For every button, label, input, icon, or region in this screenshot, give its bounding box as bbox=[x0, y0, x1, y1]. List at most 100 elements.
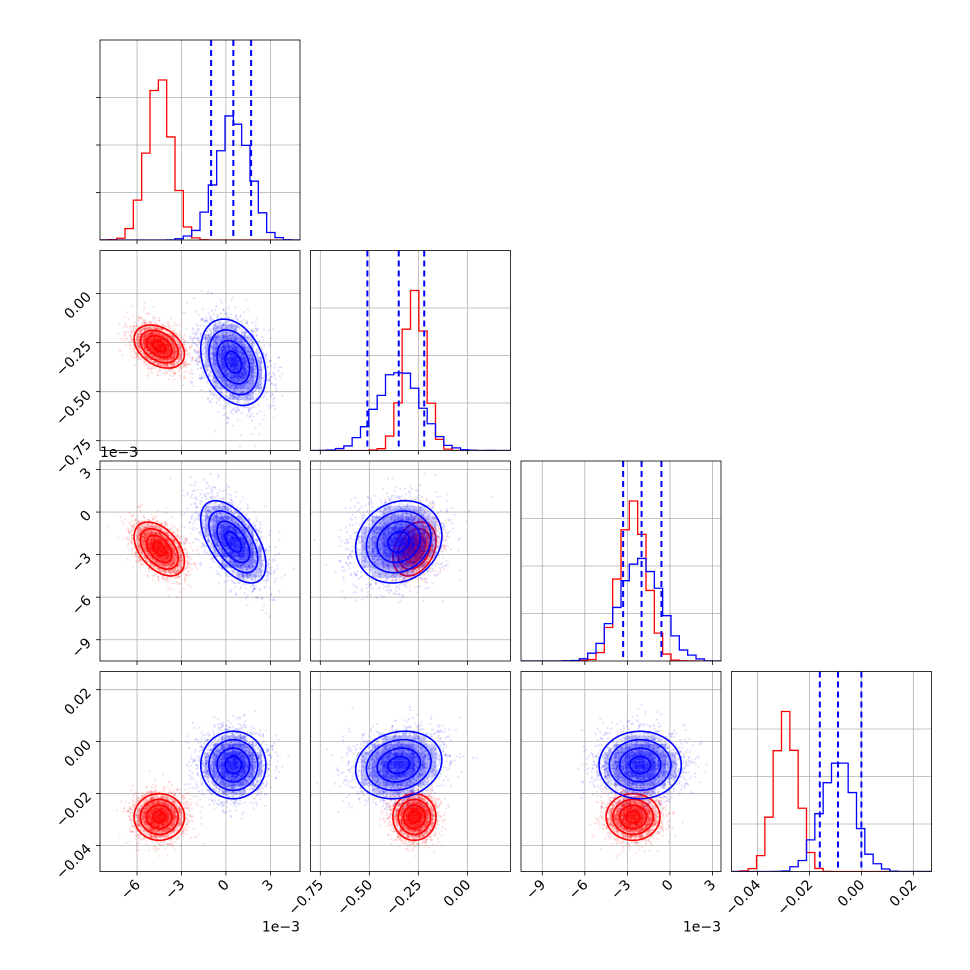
sample-point bbox=[246, 336, 249, 339]
sample-point bbox=[167, 365, 170, 368]
sample-point bbox=[172, 351, 175, 354]
sample-point bbox=[197, 328, 201, 331]
sample-point bbox=[130, 324, 133, 327]
sample-point bbox=[207, 372, 211, 375]
sample-point bbox=[232, 412, 235, 416]
sample-point bbox=[151, 361, 154, 364]
sample-point bbox=[174, 350, 177, 353]
sample-point bbox=[201, 319, 204, 322]
sample-point bbox=[159, 334, 163, 337]
sample-point bbox=[117, 332, 120, 335]
sample-point bbox=[170, 362, 173, 365]
sample-point bbox=[162, 335, 165, 338]
sample-point bbox=[250, 374, 253, 377]
sample-point bbox=[144, 322, 147, 325]
sample-point bbox=[145, 322, 148, 325]
sample-point bbox=[219, 299, 222, 302]
sample-point bbox=[166, 359, 169, 362]
sample-point bbox=[236, 384, 239, 387]
sample-point bbox=[205, 316, 208, 319]
sample-point bbox=[244, 381, 247, 384]
sample-point bbox=[146, 325, 149, 328]
sample-point bbox=[230, 322, 233, 325]
sample-point bbox=[145, 347, 148, 350]
sample-point bbox=[270, 404, 273, 407]
sample-point bbox=[141, 329, 144, 332]
sample-point bbox=[196, 356, 199, 359]
sample-point bbox=[143, 335, 146, 338]
sample-point bbox=[202, 317, 205, 321]
sample-point bbox=[213, 329, 216, 332]
sample-point bbox=[252, 358, 255, 361]
sample-point bbox=[235, 410, 238, 413]
sample-point bbox=[245, 364, 248, 367]
sample-point bbox=[146, 349, 149, 352]
sample-point bbox=[147, 339, 151, 342]
sample-point bbox=[239, 341, 243, 344]
sample-point bbox=[228, 383, 231, 386]
sample-point bbox=[151, 331, 154, 334]
sample-point bbox=[150, 331, 154, 334]
sample-point bbox=[174, 332, 177, 335]
sample-point bbox=[157, 319, 161, 322]
sample-point bbox=[131, 340, 134, 343]
sample-point bbox=[150, 333, 153, 336]
sample-point bbox=[156, 362, 159, 365]
sample-point bbox=[143, 328, 146, 331]
sample-point bbox=[157, 358, 161, 361]
sample-point bbox=[135, 352, 138, 356]
density-cell bbox=[137, 343, 144, 350]
sample-point bbox=[177, 329, 181, 332]
sample-point bbox=[174, 348, 177, 351]
sample-point bbox=[164, 335, 167, 338]
sample-point bbox=[233, 386, 237, 390]
sample-point bbox=[161, 328, 165, 331]
sample-point bbox=[258, 365, 262, 369]
sample-point bbox=[210, 375, 214, 378]
sample-point bbox=[206, 396, 210, 400]
sample-point bbox=[143, 326, 146, 329]
sample-point bbox=[149, 333, 152, 336]
density-cell bbox=[162, 338, 169, 344]
sample-point bbox=[233, 379, 237, 382]
sample-point bbox=[211, 351, 214, 354]
sample-point bbox=[148, 352, 151, 356]
sample-point bbox=[131, 350, 134, 353]
sample-point bbox=[194, 310, 197, 313]
sample-point bbox=[143, 328, 147, 331]
sample-point bbox=[249, 351, 252, 354]
sample-point bbox=[170, 356, 173, 359]
sample-point bbox=[272, 398, 275, 401]
sample-point bbox=[188, 337, 192, 340]
sample-point bbox=[172, 351, 176, 354]
sample-point bbox=[217, 321, 220, 324]
sample-point bbox=[136, 335, 139, 339]
sample-point bbox=[164, 357, 167, 360]
sample-point bbox=[253, 405, 256, 408]
sample-point bbox=[226, 316, 229, 319]
sample-point bbox=[153, 360, 156, 364]
sample-point bbox=[197, 377, 201, 380]
sample-point bbox=[235, 410, 238, 414]
sample-point bbox=[143, 344, 147, 347]
sample-point bbox=[179, 365, 182, 369]
sample-point bbox=[237, 395, 241, 398]
sample-point bbox=[226, 385, 229, 388]
sample-point bbox=[216, 341, 219, 345]
sample-point bbox=[177, 370, 180, 373]
sample-point bbox=[145, 349, 148, 352]
sample-point bbox=[179, 366, 182, 369]
sample-point bbox=[171, 362, 174, 365]
sample-point bbox=[224, 381, 228, 384]
sample-point bbox=[200, 317, 203, 320]
sample-point bbox=[152, 336, 155, 339]
sample-point bbox=[169, 340, 172, 343]
sample-point bbox=[178, 323, 181, 326]
sample-point bbox=[273, 407, 277, 410]
sample-point bbox=[171, 343, 174, 346]
sample-point bbox=[185, 352, 189, 355]
sample-point bbox=[164, 335, 167, 338]
density-cell bbox=[168, 333, 175, 339]
sample-point bbox=[210, 332, 213, 335]
density-cell bbox=[162, 333, 169, 339]
